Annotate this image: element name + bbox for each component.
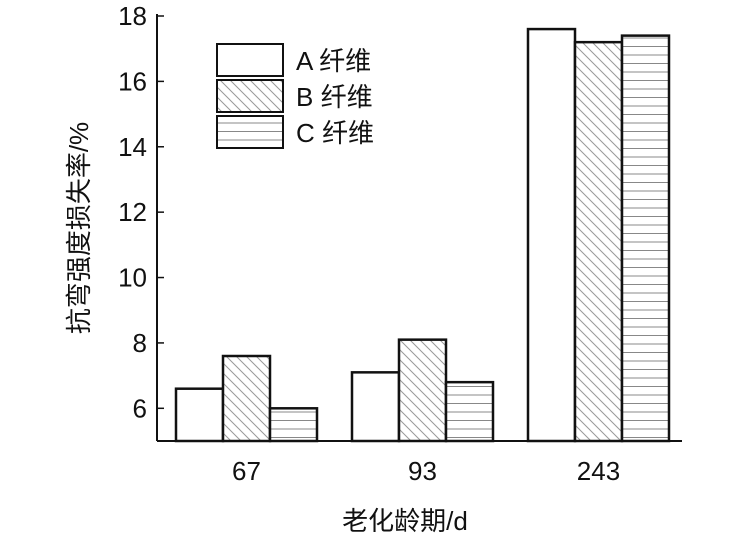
x-tick-label: 243 <box>577 456 620 486</box>
y-axis-label: 抗弯强度损失率/% <box>64 122 94 334</box>
bar-93-1 <box>397 338 448 443</box>
y-tick-label: 6 <box>133 393 147 423</box>
y-tick-label: 12 <box>118 197 147 227</box>
legend-swatch <box>216 115 284 149</box>
bar-93-2 <box>444 380 495 443</box>
y-tick-label: 10 <box>118 263 147 293</box>
bar-243-0 <box>526 27 577 443</box>
bar-243-2 <box>620 34 671 443</box>
bar-67-2 <box>268 407 319 443</box>
legend-swatch <box>216 79 284 113</box>
legend-label: C 纤维 <box>296 118 374 148</box>
legend-swatch <box>216 43 284 77</box>
axes-layer: 67 93 243 6 8 10 12 14 16 18 <box>118 1 682 486</box>
y-tick-label: 14 <box>118 132 147 162</box>
x-tick-label: 67 <box>232 456 261 486</box>
legend-label: A 纤维 <box>296 46 371 76</box>
x-axis-label: 老化龄期/d <box>342 506 468 536</box>
legend: A 纤维 B 纤维 C 纤维 <box>216 43 374 149</box>
y-tick-label: 8 <box>133 328 147 358</box>
bar-243-1 <box>573 40 624 443</box>
y-tick-label: 16 <box>118 66 147 96</box>
bar-67-1 <box>221 354 272 443</box>
x-tick-label: 93 <box>408 456 437 486</box>
bar-67-0 <box>174 387 225 443</box>
y-tick-label: 18 <box>118 1 147 31</box>
bar-93-0 <box>350 371 401 443</box>
legend-label: B 纤维 <box>296 82 373 112</box>
